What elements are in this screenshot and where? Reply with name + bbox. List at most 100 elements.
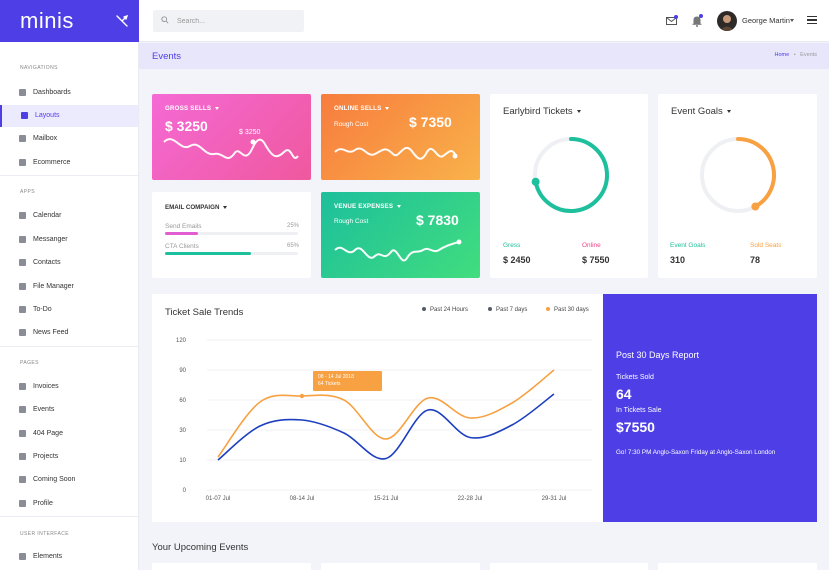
send-emails-progress (165, 232, 298, 235)
chevron-down-icon (397, 204, 402, 208)
tickets-sold-value: 64 (616, 386, 632, 402)
sidebar-item-label: Dashboards (33, 89, 71, 96)
breadcrumb-separator: • (793, 52, 796, 58)
sidebar-item-mailbox[interactable]: Mailbox (0, 128, 138, 150)
online-sells-sub: Rough Cost (334, 121, 369, 128)
y-tick-label: 0 (183, 488, 187, 494)
sidebar-item-label: 404 Page (33, 430, 63, 437)
sidebar: NAVIGATIONS Dashboards Layouts Mailbox Ecomm… (0, 42, 139, 570)
sidebar-item-calendar[interactable]: Calendar (0, 205, 138, 227)
sidebar-item-elements[interactable]: Elements (0, 546, 138, 568)
folder-icon (19, 283, 26, 290)
sidebar-item-to-do[interactable]: To-Do (0, 299, 138, 321)
sidebar-item-ecommerce[interactable]: Ecommerce (0, 152, 138, 174)
sold-seats-stat-label: Sold Seats (750, 242, 782, 249)
x-tick-label: 22-28 Jul (458, 496, 483, 502)
sidebar-item-messanger[interactable]: Messanger (0, 229, 138, 251)
sidebar-item-label: To-Do (33, 306, 52, 313)
send-emails-label: Send Emails (165, 223, 202, 230)
app-logo[interactable]: minis (20, 8, 74, 33)
avatar[interactable] (717, 11, 737, 31)
earlybird-title-label: Earlybird Tickets (503, 106, 573, 117)
tickets-sale-value: $7550 (616, 419, 655, 435)
send-emails-pct: 25% (286, 223, 299, 229)
sidebar-section-title: USER INTERFACE (20, 531, 69, 537)
gross-sells-card: GROSS SELLS $ 3250 $ 3250 (152, 94, 311, 180)
online-sells-title[interactable]: ONLINE SELLS (334, 105, 390, 112)
brand-bar: minis (0, 0, 139, 42)
sidebar-item-404-page[interactable]: 404 Page (0, 423, 138, 445)
send-emails-progress-fill (165, 232, 199, 235)
sidebar-section-title: APPS (20, 189, 35, 195)
sidebar-item-projects[interactable]: Projects (0, 446, 138, 468)
legend-past-30-days[interactable]: Past 30 days (546, 307, 589, 313)
gross-sells-title[interactable]: GROSS SELLS (165, 105, 220, 112)
sidebar-item-label: Contacts (33, 259, 61, 266)
breadcrumb-home[interactable]: Home (774, 52, 790, 58)
search-box[interactable] (153, 10, 304, 32)
sidebar-item-invoices[interactable]: Invoices (0, 376, 138, 398)
chevron-down-icon (215, 106, 220, 110)
sidebar-item-dashboards[interactable]: Dashboards (0, 82, 138, 104)
x-tick-label: 15-21 Jul (374, 496, 399, 502)
online-sells-card: ONLINE SELLS Rough Cost $ 7350 (321, 94, 480, 180)
menu-icon[interactable] (807, 16, 817, 25)
sidebar-item-label: Layouts (35, 112, 60, 119)
user-name[interactable]: George Martin (742, 16, 790, 25)
sidebar-item-layouts[interactable]: Layouts (0, 105, 138, 127)
venue-expenses-sparkline (334, 239, 462, 262)
trend-title: Ticket Sale Trends (165, 307, 244, 318)
y-tick-label: 10 (179, 458, 186, 464)
page-title: Events (152, 51, 182, 62)
upcoming-event-card[interactable] (658, 563, 817, 570)
earlybird-title[interactable]: Earlybird Tickets (503, 106, 581, 117)
mail-icon (19, 135, 26, 142)
email-compaign-card: EMAIL COMPAIGN Send Emails 25% CTA Clien… (152, 192, 311, 278)
online-stat-value: $ 7550 (582, 255, 610, 265)
online-sells-value: $ 7350 (409, 114, 452, 130)
sidebar-collapse-icon[interactable] (115, 14, 129, 28)
earlybird-ring-chart (531, 137, 609, 213)
upcoming-event-card[interactable] (490, 563, 648, 570)
email-compaign-title[interactable]: EMAIL COMPAIGN (165, 204, 228, 211)
event-goals-title-label: Event Goals (671, 106, 723, 117)
chevron-down-icon[interactable] (790, 19, 794, 22)
highlight-point (299, 393, 305, 399)
sidebar-item-events[interactable]: Events (0, 399, 138, 421)
earlybird-stat-label: Gress (503, 242, 521, 249)
upcoming-event-card[interactable] (321, 563, 480, 570)
sidebar-item-file-manager[interactable]: File Manager (0, 276, 138, 298)
chevron-down-icon (576, 109, 581, 113)
sidebar-divider (0, 175, 138, 176)
chevron-down-icon (385, 106, 390, 110)
sidebar-item-label: Invoices (33, 383, 59, 390)
sidebar-item-news-feed[interactable]: News Feed (0, 322, 138, 344)
earlybird-stat-value: $ 2450 (503, 255, 531, 265)
event-goals-title[interactable]: Event Goals (671, 106, 731, 117)
upcoming-event-card[interactable] (152, 563, 311, 570)
event-goals-ring-chart (700, 137, 776, 213)
x-tick-label: 08-14 Jul (290, 496, 315, 502)
dashboard-icon (19, 89, 26, 96)
legend-past-7-days[interactable]: Past 7 days (488, 307, 527, 313)
y-tick-label: 120 (176, 338, 187, 344)
legend-past-24-hours[interactable]: Past 24 Hours (422, 307, 468, 313)
sidebar-item-coming-soon[interactable]: Coming Soon (0, 469, 138, 491)
sidebar-item-profile[interactable]: Profile (0, 493, 138, 515)
bell-icon[interactable] (690, 14, 704, 28)
cta-clients-pct: 65% (286, 243, 299, 249)
legend-dot (488, 307, 492, 312)
sidebar-item-label: Profile (33, 500, 53, 507)
tickets-sale-label: In Tickets Sale (616, 407, 662, 414)
events-icon (19, 406, 26, 413)
sidebar-item-label: Calendar (33, 212, 62, 219)
sidebar-section-title: NAVIGATIONS (20, 65, 58, 71)
clock-icon (19, 476, 26, 483)
search-input[interactable] (177, 13, 297, 29)
sold-seats-stat-value: 78 (750, 255, 761, 265)
sidebar-item-contacts[interactable]: Contacts (0, 252, 138, 274)
gross-sells-sparkline (163, 138, 299, 159)
report-description: Go! 7:30 PM Anglo-Saxon Friday at Anglo-… (616, 449, 776, 456)
venue-expenses-title[interactable]: VENUE EXPENSES (334, 203, 402, 210)
venue-expenses-title-label: VENUE EXPENSES (334, 203, 394, 210)
